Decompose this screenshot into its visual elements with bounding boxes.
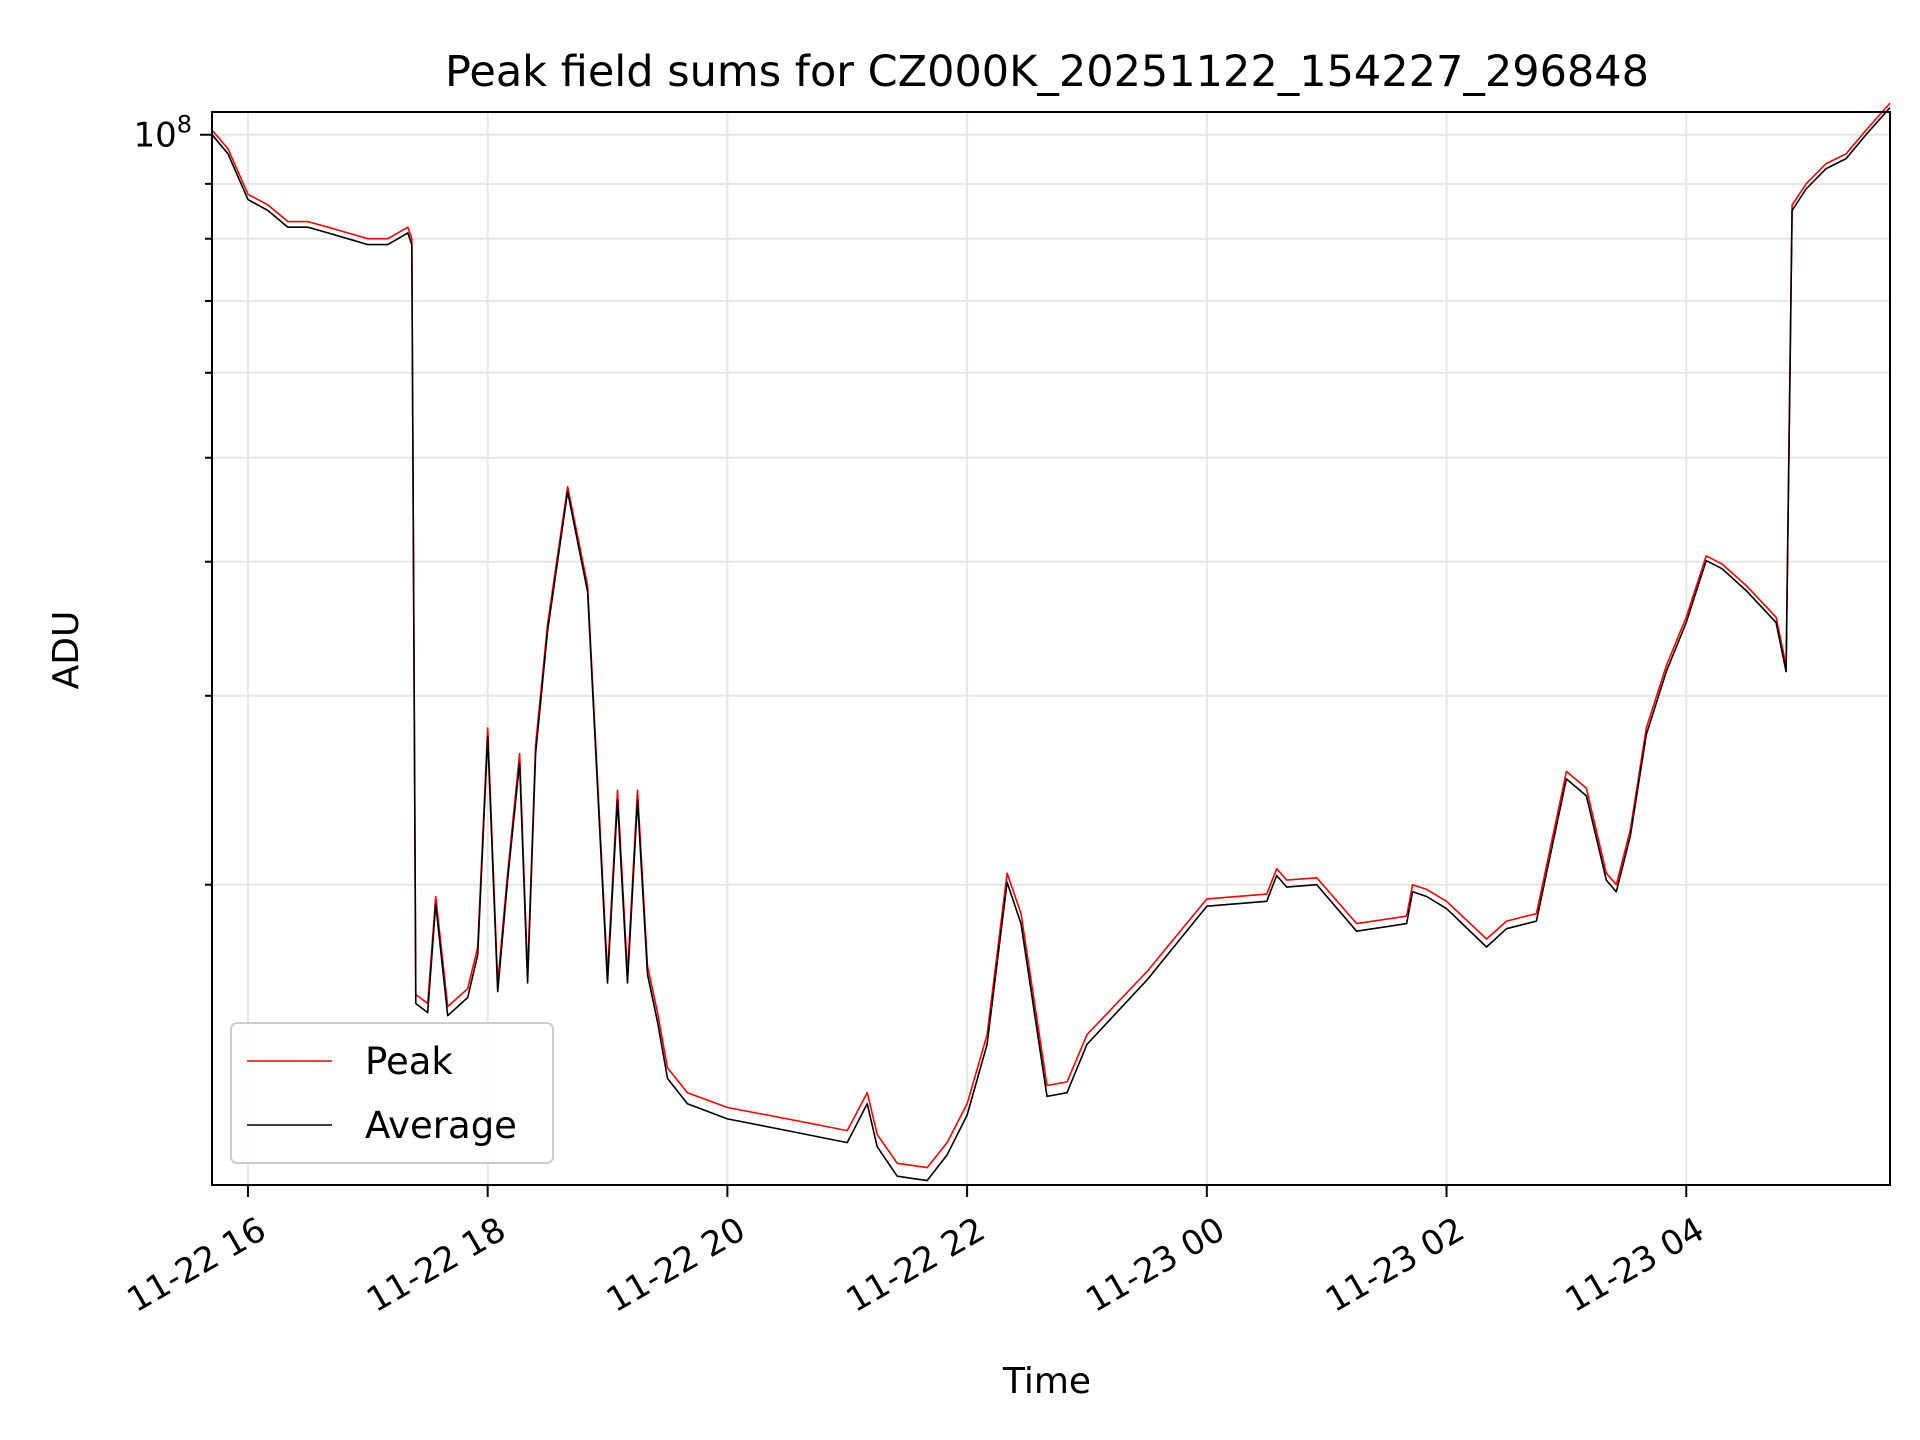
plot-frame (211, 111, 1891, 1186)
legend: Peak Average (230, 1022, 554, 1164)
x-axis-label: Time (1002, 1361, 1091, 1402)
y-tick-label: 108 (133, 111, 192, 156)
legend-label-peak: Peak (365, 1040, 453, 1083)
series-layer (211, 102, 1891, 1182)
series-line-average (211, 107, 1891, 1182)
legend-box (230, 1022, 554, 1164)
legend-label-average: Average (365, 1104, 517, 1147)
chart-title: Peak field sums for CZ000K_20251122_1542… (445, 47, 1649, 97)
grid (212, 112, 1890, 1185)
y-axis-label: ADU (46, 611, 87, 690)
